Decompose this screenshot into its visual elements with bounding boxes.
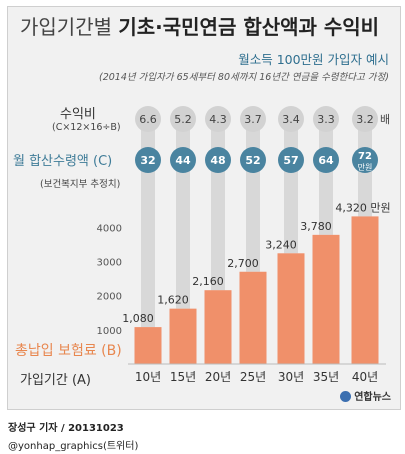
x-tick-label: 30년 [278,370,304,384]
pension-circle [240,147,266,173]
pension-circle [135,147,161,173]
bar [351,216,379,364]
ratio-formula-label: (C×12×16÷B) [52,122,121,133]
y-tick-label: 3000 [97,258,122,269]
ratio-circle [205,106,231,132]
author-credit: 장성구 기자 / 20131023 [8,423,124,434]
bar [134,327,162,364]
connector-stem [284,125,298,254]
pension-value-label: 32 [140,154,155,167]
x-tick-label: 40년 [352,370,378,384]
title-bold: 기초·국민연금 합산액과 수익비 [118,15,380,39]
pension-value-label: 48 [210,154,225,167]
ratio-circle [240,106,266,132]
pension-note-label: (보건복지부 추정치) [40,179,121,190]
y-tick-label: 4000 [97,223,122,234]
pension-circle [352,147,378,173]
ratio-value-label: 3.7 [244,113,262,126]
pension-value-label: 44 [175,154,191,167]
pension-circle [278,147,304,173]
bar [239,271,267,364]
x-tick-label: 25년 [240,370,266,384]
chart-subtitle: 월소득 100만원 가입자 예시 [238,52,389,67]
x-tick-label: 15년 [170,370,196,384]
ratio-value-label: 4.3 [209,113,227,126]
logo-text: 연합뉴스 [354,392,391,403]
ratio-value-label: 3.4 [282,113,300,126]
pension-unit-label: 만원 [358,163,373,172]
chart-title: 가입기간별 기초·국민연금 합산액과 수익비 [20,11,390,40]
x-tick-label: 10년 [135,370,161,384]
pension-circle [205,147,231,173]
premium-series-label: 총납입 보험료 (B) [15,343,122,359]
bar [169,308,197,364]
bar-value-label: 2,160 [192,275,224,288]
ratio-value-label: 3.3 [317,113,335,126]
chart-assumption-note: (2014년 가입자가 65세부터 80세까지 16년간 연금을 수령한다고 가… [98,72,389,83]
bar [312,234,340,364]
bar-value-label: 1,620 [157,294,189,307]
y-tick-label: 2000 [97,292,122,303]
ratio-value-label: 5.2 [174,113,192,126]
ratio-row-label: 수익비 [60,107,96,122]
ratio-circle [170,106,196,132]
bar [277,253,305,364]
logo-icon [339,391,351,402]
ratio-circle [313,106,339,132]
bar [204,290,232,364]
bar-value-label: 3,240 [265,238,297,251]
ratio-circle [352,106,378,132]
period-axis-label: 가입기간 (A) [20,373,92,388]
bar-value-label: 2,700 [227,257,259,270]
bar-value-label: 4,320 만원 [335,201,390,214]
ratio-value-label: 3.2 [356,113,374,126]
connector-stem [319,125,333,235]
source-credit: @yonhap_graphics(트위터) [8,441,139,452]
y-tick-label: 1000 [97,326,122,337]
pension-value-label: 57 [283,154,298,167]
x-tick-label: 20년 [205,370,231,384]
ratio-unit-label: 배 [380,113,390,126]
pension-circle [313,147,339,173]
x-tick-label: 35년 [313,370,339,384]
pension-value-label: 52 [245,154,260,167]
title-light: 가입기간별 [20,15,112,39]
pension-circle [170,147,196,173]
ratio-circle [278,106,304,132]
ratio-circle [135,106,161,132]
pension-value-label: 64 [318,154,334,167]
pension-row-label: 월 합산수령액 (C) [13,154,113,169]
connector-stem [141,125,155,328]
bar-value-label: 3,780 [300,220,332,233]
ratio-value-label: 6.6 [139,113,157,126]
yonhap-logo: 연합뉴스 [339,388,391,403]
bar-value-label: 1,080 [122,312,154,325]
pension-value-label: 72 [358,151,372,162]
